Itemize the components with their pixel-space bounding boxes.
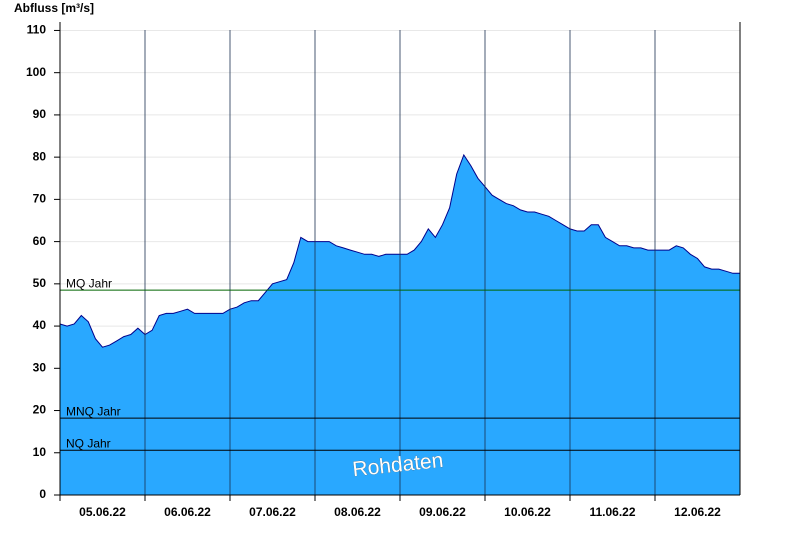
reference-label: MQ Jahr [66, 276, 112, 290]
y-tick-label: 50 [33, 276, 47, 290]
y-tick-label: 70 [33, 192, 47, 206]
y-tick-label: 0 [39, 487, 46, 501]
x-tick-label: 08.06.22 [334, 505, 381, 519]
x-tick-label: 06.06.22 [164, 505, 211, 519]
y-tick-label: 90 [33, 107, 47, 121]
x-tick-label: 12.06.22 [674, 505, 721, 519]
reference-label: NQ Jahr [66, 436, 111, 450]
x-tick-label: 11.06.22 [589, 505, 635, 519]
y-tick-label: 110 [27, 23, 47, 37]
y-tick-label: 30 [33, 360, 47, 374]
x-tick-label: 05.06.22 [79, 505, 126, 519]
x-tick-label: 10.06.22 [504, 505, 551, 519]
y-tick-label: 40 [33, 318, 47, 332]
y-tick-label: 80 [33, 149, 47, 163]
y-tick-label: 20 [33, 403, 47, 417]
x-tick-label: 09.06.22 [419, 505, 466, 519]
x-tick-label: 07.06.22 [249, 505, 296, 519]
y-tick-label: 100 [26, 65, 46, 79]
chart-title: Abfluss [m³/s] [14, 1, 94, 15]
y-tick-label: 60 [33, 234, 47, 248]
y-tick-label: 10 [33, 445, 47, 459]
reference-label: MNQ Jahr [66, 404, 121, 418]
